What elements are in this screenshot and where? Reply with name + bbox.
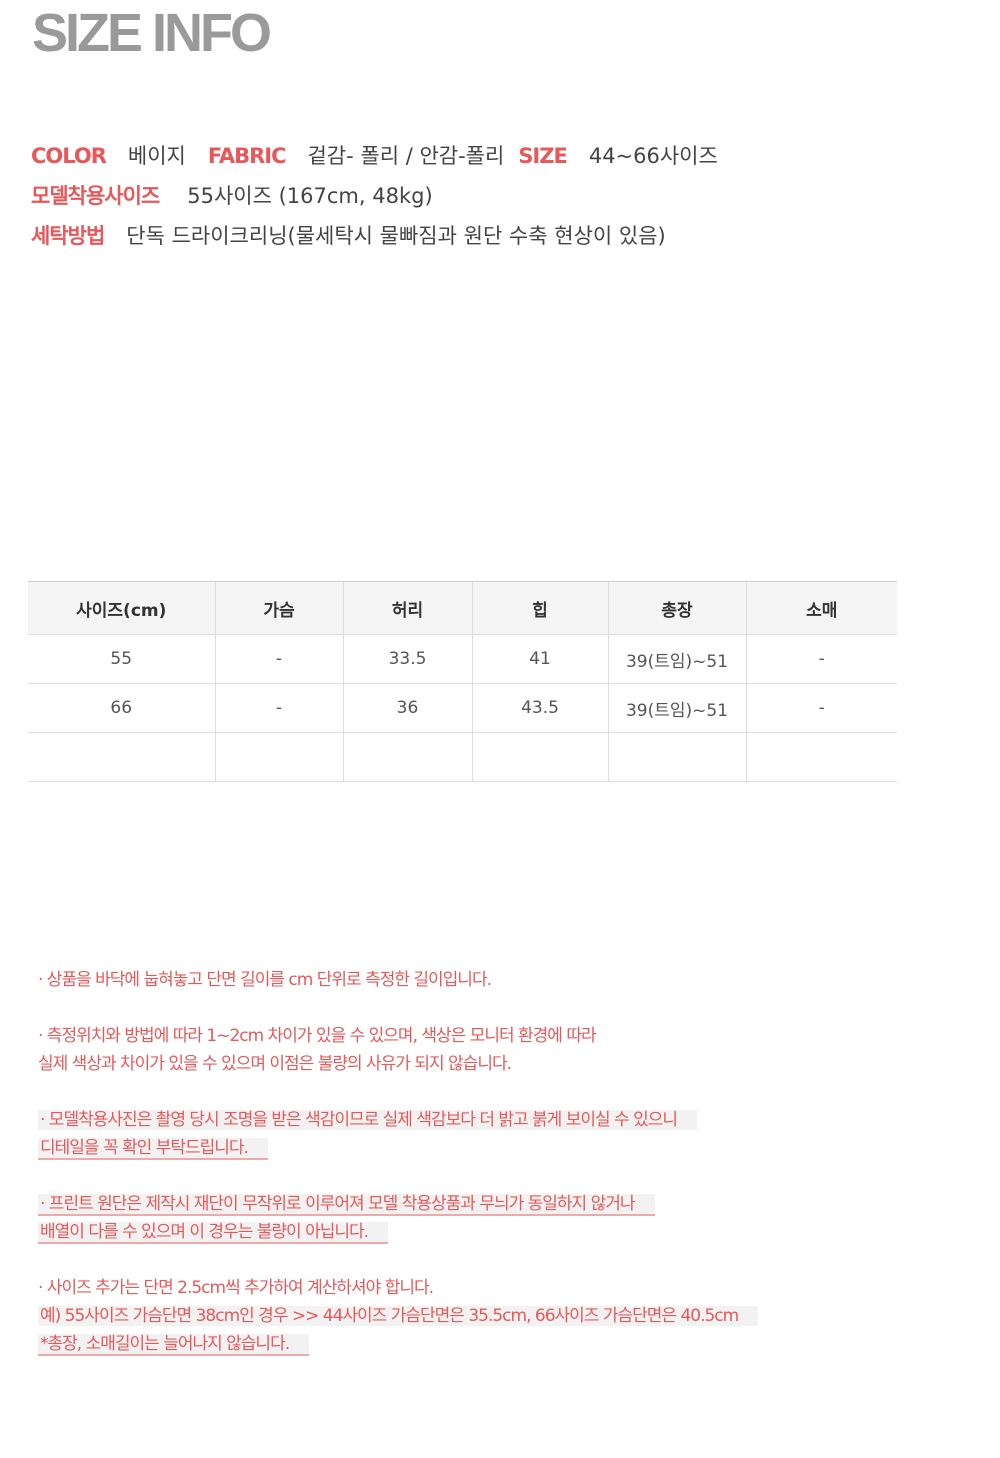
fabric-value: 겉감- 폴리 / 안감-폴리 <box>307 144 505 168</box>
info-row-1: COLOR 베이지 FABRIC 겉감- 폴리 / 안감-폴리 SIZE 44~66사이즈 <box>31 140 718 170</box>
cell <box>342 732 472 782</box>
cell: 33.5 <box>342 634 472 684</box>
model-label: 모델착용사이즈 <box>31 184 160 208</box>
header-cell: 힙 <box>471 581 608 635</box>
cell: - <box>214 634 343 684</box>
color-label: COLOR <box>31 144 107 168</box>
cell <box>607 732 746 782</box>
page-title: SIZE INFO <box>32 3 272 63</box>
table-row: 55-33.5 41 39(트임)~51- <box>28 634 897 684</box>
cell: 55 <box>28 634 215 684</box>
cell <box>214 732 343 782</box>
table-row: 66-36 43.5 39(트임)~51- <box>28 683 897 733</box>
note-line: 실제 색상과 차이가 있을 수 있으며 이점은 불량의 사유가 되지 않습니다. <box>38 1054 512 1074</box>
wash-label: 세탁방법 <box>31 224 105 248</box>
note-line: 배열이 다를 수 있으며 이 경우는 불량이 아닙니다. <box>38 1222 389 1244</box>
model-value: 55사이즈 (167cm, 48kg) <box>187 184 433 208</box>
header-cell: 허리 <box>342 581 472 635</box>
size-value: 44~66사이즈 <box>588 144 718 168</box>
wash-value: 단독 드라이크리닝(물세탁시 물빠짐과 원단 수축 현상이 있음) <box>126 224 666 248</box>
color-value: 베이지 <box>127 144 186 168</box>
size-label: SIZE <box>518 144 568 168</box>
note-line: *총장, 소매길이는 늘어나지 않습니다. <box>38 1334 310 1356</box>
cell <box>471 732 608 782</box>
header-cell: 가슴 <box>214 581 343 635</box>
size-table: 사이즈(cm) 가슴 허리 힙 총장 소매 55-33.5 41 39(트임)~51… <box>28 581 897 782</box>
note-line: · 모델착용사진은 촬영 당시 조명을 받은 색감이므로 실제 색감보다 더 밝… <box>38 1110 698 1130</box>
note-line: 예) 55사이즈 가슴단면 38cm인 경우 >> 44사이즈 가슴단면은 35… <box>38 1306 759 1326</box>
cell: 41 <box>471 634 608 684</box>
note-line: · 측정위치와 방법에 따라 1~2cm 차이가 있을 수 있으며, 색상은 모… <box>38 1026 597 1046</box>
cell: 36 <box>342 683 472 733</box>
cell <box>28 732 215 782</box>
table-header: 사이즈(cm) 가슴 허리 힙 총장 소매 <box>28 581 897 635</box>
cell: 66 <box>28 683 215 733</box>
cell: - <box>214 683 343 733</box>
cell: 43.5 <box>471 683 608 733</box>
info-row-3: 세탁방법 단독 드라이크리닝(물세탁시 물빠짐과 원단 수축 현상이 있음) <box>31 220 666 250</box>
cell: 39(트임)~51 <box>607 634 746 684</box>
cell <box>745 732 897 782</box>
cell: - <box>745 634 897 684</box>
cell: 39(트임)~51 <box>607 683 746 733</box>
info-row-2: 모델착용사이즈 55사이즈 (167cm, 48kg) <box>31 180 433 210</box>
header-cell: 소매 <box>745 581 897 635</box>
note-line: · 사이즈 추가는 단면 2.5cm씩 추가하여 계산하셔야 합니다. <box>38 1278 434 1298</box>
header-cell: 사이즈(cm) <box>28 581 215 635</box>
header-cell: 총장 <box>607 581 746 635</box>
note-line: · 프린트 원단은 제작시 재단이 무작위로 이루어져 모델 착용상품과 무늬가… <box>38 1194 655 1216</box>
note-line: · 상품을 바닥에 눕혀놓고 단면 길이를 cm 단위로 측정한 길이입니다. <box>38 970 492 990</box>
table-row <box>28 732 897 782</box>
note-line: 디테일을 꼭 확인 부탁드립니다. <box>38 1138 268 1160</box>
cell: - <box>745 683 897 733</box>
fabric-label: FABRIC <box>207 144 287 168</box>
